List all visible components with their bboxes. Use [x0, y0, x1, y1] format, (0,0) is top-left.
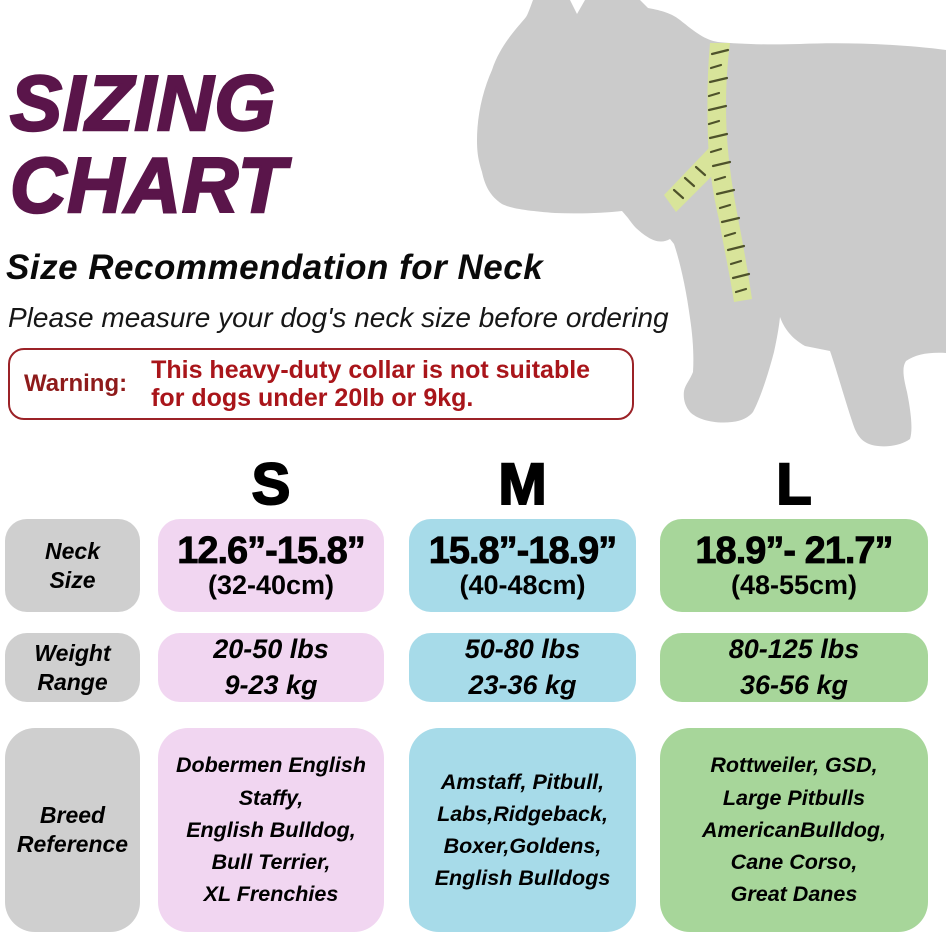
warning-text-line1: This heavy-duty collar is not suitable: [151, 356, 591, 384]
cell-breed-reference-m: Amstaff, Pitbull, Labs,Ridgeback, Boxer,…: [409, 728, 636, 932]
breed-reference-l-value: Rottweiler, GSD, Large Pitbulls American…: [702, 753, 886, 907]
weight-range-l-value: 80-125 lbs 36-56 kg: [728, 633, 860, 700]
cell-neck-size-l: 18.9”- 21.7” (48-55cm): [660, 519, 928, 612]
cell-breed-reference-s: Dobermen English Staffy, English Bulldog…: [158, 728, 384, 932]
warning-text-line2: for dogs under 20lb or 9kg.: [151, 384, 474, 412]
neck-size-s-cm: (32-40cm): [207, 570, 335, 600]
cell-breed-reference-l: Rottweiler, GSD, Large Pitbulls American…: [660, 728, 928, 932]
cell-weight-range-l: 80-125 lbs 36-56 kg: [660, 633, 928, 702]
measure-instruction: Please measure your dog's neck size befo…: [8, 302, 669, 333]
cell-weight-range-m: 50-80 lbs 23-36 kg: [409, 633, 636, 702]
neck-size-l-cm: (48-55cm): [730, 570, 858, 600]
page-title: SIZING CHART: [9, 59, 287, 229]
breed-reference-m-value: Amstaff, Pitbull, Labs,Ridgeback, Boxer,…: [434, 769, 611, 891]
dog-body-silhouette: [477, 0, 946, 447]
row-header-neck-size: Neck Size: [5, 519, 140, 612]
neck-size-s-inches: 12.6”-15.8”: [177, 530, 366, 572]
breed-reference-s-value: Dobermen English Staffy, English Bulldog…: [176, 753, 366, 907]
weight-range-s-value: 20-50 lbs 9-23 kg: [213, 633, 329, 700]
warning-box: Warning: This heavy-duty collar is not s…: [8, 348, 634, 420]
cell-neck-size-s: 12.6”-15.8” (32-40cm): [158, 519, 384, 612]
warning-text: This heavy-duty collar is not suitable f…: [151, 356, 590, 412]
row-header-weight-range-label: Weight Range: [34, 639, 111, 695]
measuring-tape-branch: [664, 148, 720, 212]
dog-silhouette-illustration: [477, 0, 946, 447]
subtitle: Size Recommendation for Neck: [6, 248, 544, 287]
row-header-neck-size-label: Neck Size: [45, 537, 100, 593]
neck-size-m-cm: (40-48cm): [459, 570, 586, 600]
weight-range-m-value: 50-80 lbs 23-36 kg: [464, 633, 581, 700]
column-header-s: S: [251, 452, 292, 517]
cell-weight-range-s: 20-50 lbs 9-23 kg: [158, 633, 384, 702]
page-title-line1: SIZING: [9, 59, 277, 147]
neck-size-m-inches: 15.8”-18.9”: [428, 530, 617, 572]
row-header-breed-reference-label: Breed Reference: [16, 802, 129, 857]
warning-label: Warning:: [24, 370, 128, 397]
cell-neck-size-m: 15.8”-18.9” (40-48cm): [409, 519, 636, 612]
column-header-l: L: [775, 452, 812, 517]
row-header-breed-reference: Breed Reference: [5, 728, 140, 932]
row-header-weight-range: Weight Range: [5, 633, 140, 702]
neck-size-l-inches: 18.9”- 21.7”: [695, 530, 894, 572]
tape-tick-marks: [672, 48, 751, 294]
page-title-line2: CHART: [9, 141, 287, 229]
column-header-m: M: [497, 452, 547, 517]
